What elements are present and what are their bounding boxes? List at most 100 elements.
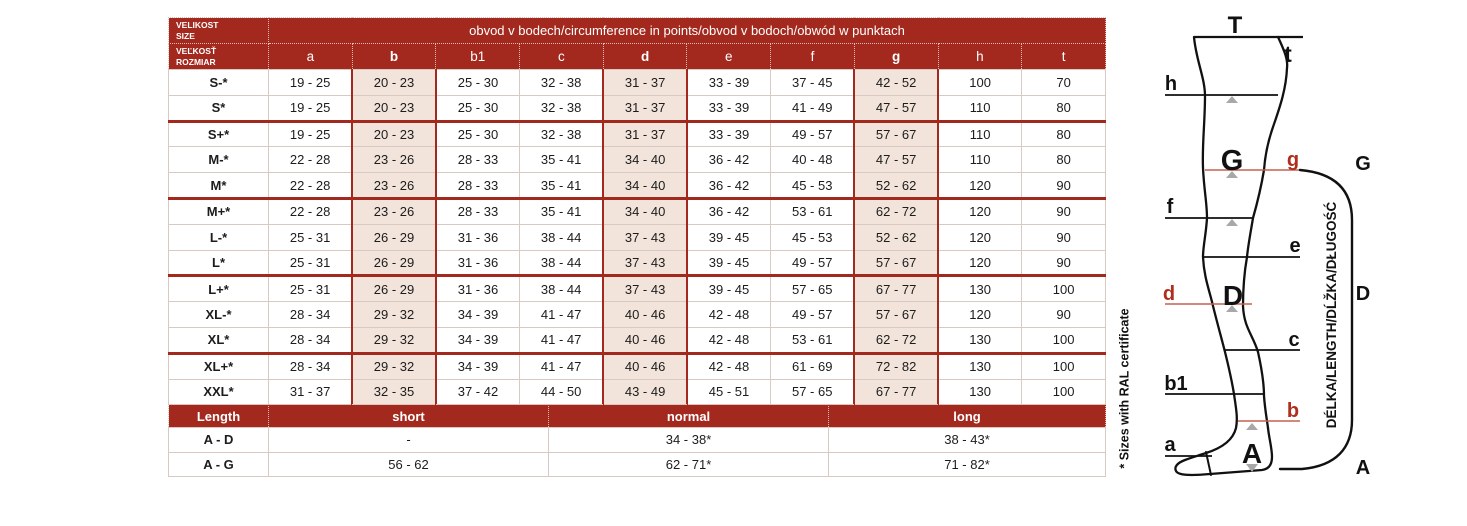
diagram-label-b1: b1 xyxy=(1164,373,1187,395)
cell-S-*-e: 33 - 39 xyxy=(686,69,772,96)
length-cell: 62 - 71* xyxy=(548,451,829,477)
diagram-label-a: a xyxy=(1164,434,1176,456)
size-row-XL*: XL* 28 - 34 29 - 32 34 - 39 41 - 47 40 - 46 42… xyxy=(168,326,1106,354)
length-cell: 38 - 43* xyxy=(828,427,1106,453)
cell-XL*-t: 100 xyxy=(1021,326,1106,354)
cell-M+*-g: 62 - 72 xyxy=(853,196,939,225)
cell-S-*-c: 32 - 38 xyxy=(519,69,604,96)
column-header-a: a xyxy=(268,43,353,70)
cell-L-*-d: 37 - 43 xyxy=(602,223,688,251)
cell-M*-f: 45 - 53 xyxy=(770,172,855,199)
cell-M+*-e: 36 - 42 xyxy=(686,196,772,225)
cell-M+*-h: 120 xyxy=(937,196,1023,225)
cell-S*-b: 20 - 23 xyxy=(351,94,437,122)
cell-XXL*-h: 130 xyxy=(937,378,1023,406)
size-label: M* xyxy=(168,172,269,199)
size-row-XL+*: XL+* 28 - 34 29 - 32 34 - 39 41 - 47 40 - 46 4… xyxy=(168,351,1106,380)
cell-M-*-b1: 28 - 33 xyxy=(435,146,521,174)
size-label: L+* xyxy=(168,274,269,303)
cell-L-*-b1: 31 - 36 xyxy=(435,223,521,251)
size-label: S* xyxy=(168,94,269,122)
cell-L-*-c: 38 - 44 xyxy=(519,223,604,251)
cell-XL-*-a: 28 - 34 xyxy=(268,301,353,328)
length-row-A-G: A - G 56 - 62 62 - 71* 71 - 82* xyxy=(168,451,1106,477)
size-label: XXL* xyxy=(168,378,269,406)
cell-M+*-b1: 28 - 33 xyxy=(435,196,521,225)
cell-S*-b1: 25 - 30 xyxy=(435,94,521,122)
marker-down-A xyxy=(1246,464,1258,472)
cell-S-*-h: 100 xyxy=(937,69,1023,96)
marker-up-h xyxy=(1226,96,1238,103)
cell-XL*-g: 62 - 72 xyxy=(853,326,939,354)
diagram-label-d: d xyxy=(1163,283,1175,305)
length-cell: 71 - 82* xyxy=(828,451,1106,477)
cell-S+*-f: 49 - 57 xyxy=(770,119,855,148)
diagram-label-h: h xyxy=(1165,73,1177,95)
cell-M-*-h: 110 xyxy=(937,146,1023,174)
cell-S*-d: 31 - 37 xyxy=(602,94,688,122)
size-row-M+*: M+* 22 - 28 23 - 26 28 - 33 35 - 41 34 - 40 36… xyxy=(168,196,1106,225)
column-header-b: b xyxy=(351,43,437,70)
cell-M*-a: 22 - 28 xyxy=(268,172,353,199)
cell-L*-t: 90 xyxy=(1021,249,1106,277)
column-header-g: g xyxy=(853,43,939,70)
cell-XL+*-h: 130 xyxy=(937,351,1023,380)
cell-L*-f: 49 - 57 xyxy=(770,249,855,277)
cell-M+*-f: 53 - 61 xyxy=(770,196,855,225)
size-label: XL* xyxy=(168,326,269,354)
cell-S-*-a: 19 - 25 xyxy=(268,69,353,96)
cell-S+*-a: 19 - 25 xyxy=(268,119,353,148)
cell-M-*-t: 80 xyxy=(1021,146,1106,174)
cell-M*-t: 90 xyxy=(1021,172,1106,199)
cell-S*-a: 19 - 25 xyxy=(268,94,353,122)
length-cell: - xyxy=(268,427,549,453)
size-table: VELIKOST SIZE obvod v bodech/circumference… xyxy=(168,17,1106,406)
cell-L-*-t: 90 xyxy=(1021,223,1106,251)
column-header-d: d xyxy=(602,43,688,70)
cell-L-*-g: 52 - 62 xyxy=(853,223,939,251)
size-header-cs-en: VELIKOST SIZE xyxy=(168,17,269,44)
leg-measurement-diagram: T t h G g G f e d D D c b1 b a A A DÉLKA… xyxy=(1163,12,1371,479)
diagram-label-D-inner: D xyxy=(1223,280,1243,311)
cell-L+*-c: 38 - 44 xyxy=(519,274,604,303)
cell-L*-h: 120 xyxy=(937,249,1023,277)
cell-M*-c: 35 - 41 xyxy=(519,172,604,199)
size-row-S*: S* 19 - 25 20 - 23 25 - 30 32 - 38 31 - 37 33 … xyxy=(168,94,1106,122)
corner-line: VEĽKOSŤ xyxy=(176,45,217,56)
diagram-label-G-inner: G xyxy=(1221,145,1244,177)
cell-S-*-t: 70 xyxy=(1021,69,1106,96)
cell-S-*-d: 31 - 37 xyxy=(602,69,688,96)
cell-XL+*-b1: 34 - 39 xyxy=(435,351,521,380)
cell-L+*-b1: 31 - 36 xyxy=(435,274,521,303)
cell-S*-f: 41 - 49 xyxy=(770,94,855,122)
marker-up-g xyxy=(1226,171,1238,178)
cell-XXL*-g: 67 - 77 xyxy=(853,378,939,406)
cell-M*-d: 34 - 40 xyxy=(602,172,688,199)
leg-outline-right xyxy=(1241,35,1289,430)
cell-XL*-b1: 34 - 39 xyxy=(435,326,521,354)
cell-M*-b: 23 - 26 xyxy=(351,172,437,199)
corner-line: ROZMIAR xyxy=(176,56,216,67)
marker-up-d xyxy=(1226,305,1238,312)
cell-XXL*-d: 43 - 49 xyxy=(602,378,688,406)
cell-XL-*-b: 29 - 32 xyxy=(351,301,437,328)
cell-XXL*-f: 57 - 65 xyxy=(770,378,855,406)
cell-L+*-h: 130 xyxy=(937,274,1023,303)
corner-line: SIZE xyxy=(176,30,195,41)
column-header-h: h xyxy=(937,43,1023,70)
cell-S-*-g: 42 - 52 xyxy=(853,69,939,96)
length-cell: 56 - 62 xyxy=(268,451,549,477)
cell-M-*-b: 23 - 26 xyxy=(351,146,437,174)
cell-XL-*-b1: 34 - 39 xyxy=(435,301,521,328)
cell-XL+*-e: 42 - 48 xyxy=(686,351,772,380)
cell-XL-*-g: 57 - 67 xyxy=(853,301,939,328)
cell-S-*-f: 37 - 45 xyxy=(770,69,855,96)
cell-XL-*-f: 49 - 57 xyxy=(770,301,855,328)
diagram-label-G-bracket: G xyxy=(1355,153,1371,175)
cell-M-*-g: 47 - 57 xyxy=(853,146,939,174)
cell-XL-*-c: 41 - 47 xyxy=(519,301,604,328)
cell-M-*-c: 35 - 41 xyxy=(519,146,604,174)
length-axis-label: DÉLKA/LENGTH/DĹŽKA/DŁUGOŚĆ xyxy=(1324,202,1339,429)
cell-XL*-b: 29 - 32 xyxy=(351,326,437,354)
